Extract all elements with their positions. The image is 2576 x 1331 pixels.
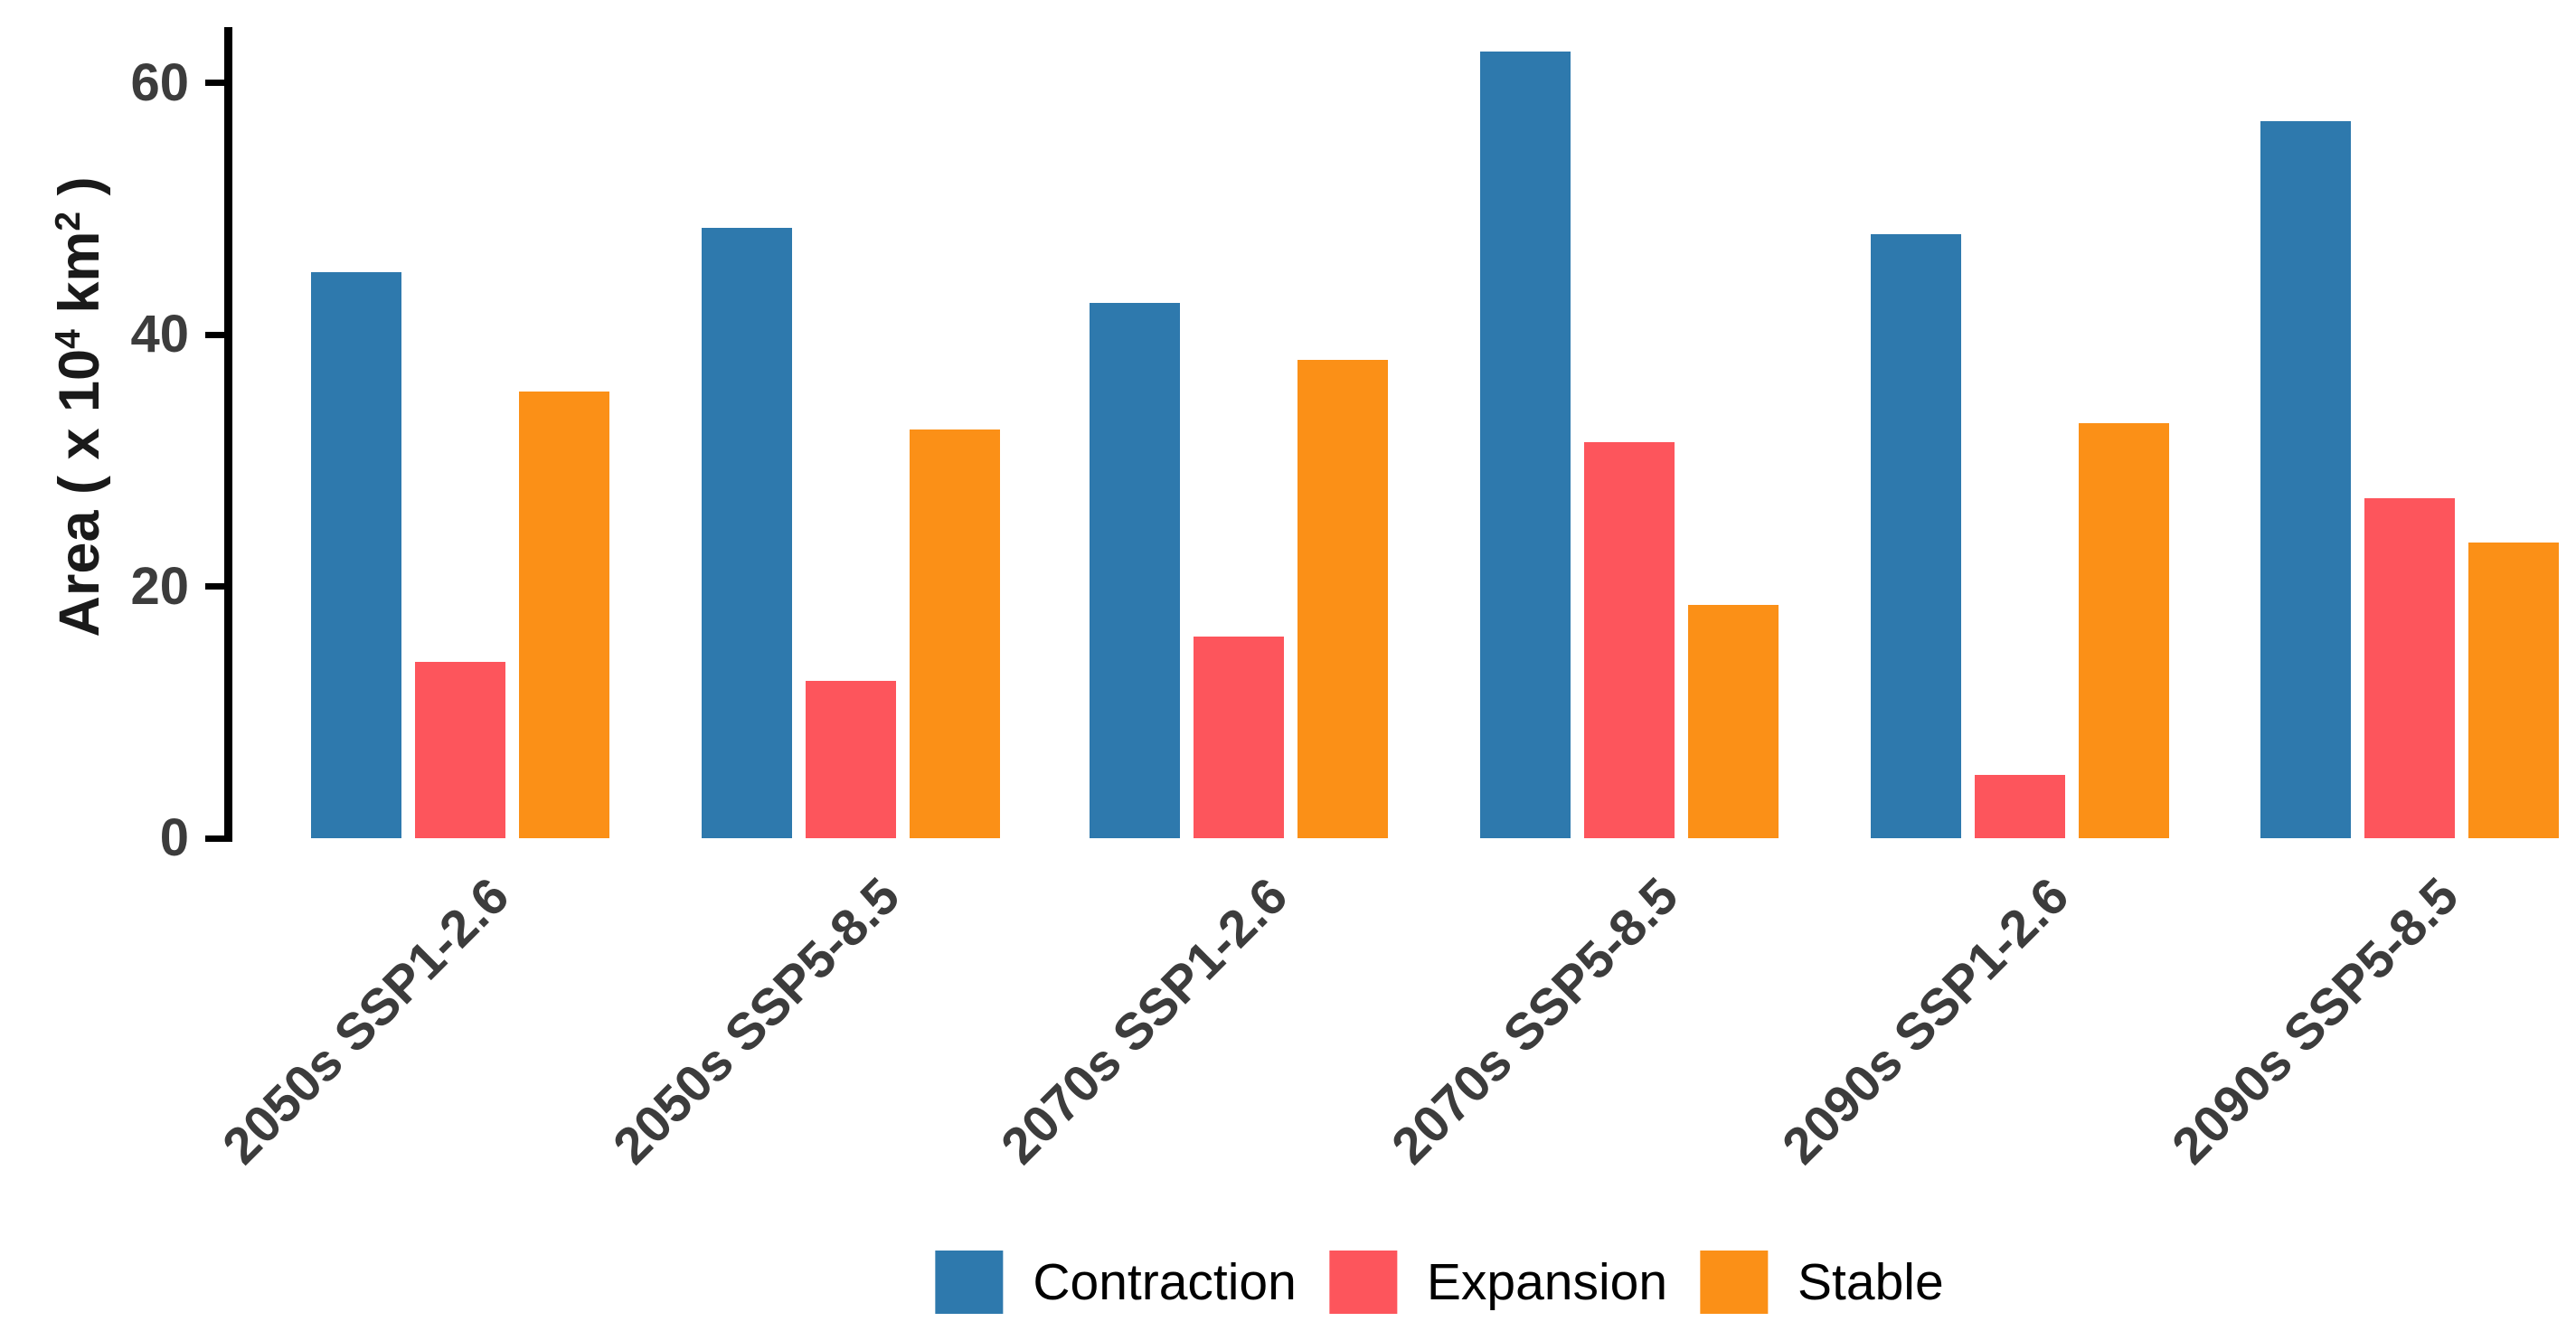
y-tick-mark-20 xyxy=(205,583,224,590)
legend-item-stable: Stable xyxy=(1700,1251,1944,1314)
bar-expansion-2070s-ssp1-2-6 xyxy=(1194,637,1284,838)
y-tick-mark-60 xyxy=(205,80,224,87)
y-axis-title-superscript-2: 2 xyxy=(48,211,88,231)
y-tick-mark-0 xyxy=(205,835,224,842)
bar-expansion-2090s-ssp1-2-6 xyxy=(1975,775,2065,838)
legend-item-contraction: Contraction xyxy=(935,1251,1297,1314)
x-tick-label: 2050s SSP5-8.5 xyxy=(601,866,911,1175)
legend-label: Stable xyxy=(1798,1253,1944,1311)
y-tick-mark-40 xyxy=(205,331,224,338)
x-tick-label: 2070s SSP1-2.6 xyxy=(989,866,1298,1175)
bar-expansion-2050s-ssp5-8-5 xyxy=(806,681,896,838)
x-tick-label: 2090s SSP1-2.6 xyxy=(1770,866,2080,1175)
y-tick-label: 0 xyxy=(159,808,189,867)
bar-stable-2050s-ssp5-8-5 xyxy=(910,429,1000,838)
bar-stable-2050s-ssp1-2-6 xyxy=(519,391,609,838)
x-tick-label: 2050s SSP1-2.6 xyxy=(211,866,520,1175)
legend-key-swatch-expansion xyxy=(1328,1251,1397,1314)
bar-contraction-2090s-ssp1-2-6 xyxy=(1871,233,1961,838)
legend-key-swatch-contraction xyxy=(935,1251,1004,1314)
legend-label: Expansion xyxy=(1426,1253,1668,1311)
legend: Contraction Expansion Stable xyxy=(935,1251,1944,1314)
bar-stable-2090s-ssp1-2-6 xyxy=(2079,422,2169,838)
bar-contraction-2090s-ssp5-8-5 xyxy=(2260,120,2351,838)
y-tick-label: 40 xyxy=(130,305,189,364)
bar-expansion-2090s-ssp5-8-5 xyxy=(2364,498,2455,838)
bar-contraction-2070s-ssp1-2-6 xyxy=(1090,303,1180,838)
legend-label: Contraction xyxy=(1033,1253,1297,1311)
bar-stable-2090s-ssp5-8-5 xyxy=(2468,542,2559,838)
bar-expansion-2070s-ssp5-8-5 xyxy=(1584,441,1675,838)
bar-contraction-2070s-ssp5-8-5 xyxy=(1480,52,1571,838)
legend-item-expansion: Expansion xyxy=(1328,1251,1668,1314)
x-tick-label: 2070s SSP5-8.5 xyxy=(1380,866,1689,1175)
bar-contraction-2050s-ssp1-2-6 xyxy=(311,271,401,838)
y-axis-line xyxy=(224,27,232,842)
bar-contraction-2050s-ssp5-8-5 xyxy=(702,227,792,838)
bar-stable-2070s-ssp1-2-6 xyxy=(1297,360,1388,838)
x-tick-label: 2090s SSP5-8.5 xyxy=(2160,866,2469,1175)
y-tick-label: 60 xyxy=(130,52,189,112)
bar-stable-2070s-ssp5-8-5 xyxy=(1688,605,1779,838)
y-tick-label: 20 xyxy=(130,556,189,616)
y-axis-title-close-paren: ) xyxy=(48,176,111,212)
legend-key-swatch-stable xyxy=(1700,1251,1769,1314)
bar-expansion-2050s-ssp1-2-6 xyxy=(415,662,505,838)
